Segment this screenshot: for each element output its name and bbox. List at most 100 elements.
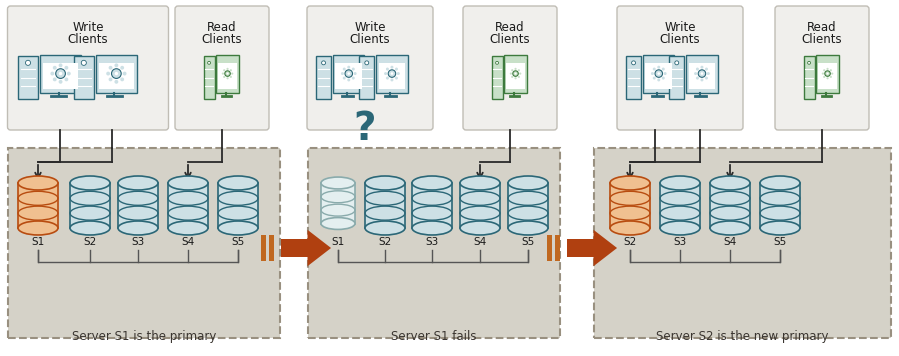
Circle shape <box>322 61 325 65</box>
Circle shape <box>512 69 513 71</box>
Circle shape <box>53 66 57 70</box>
Ellipse shape <box>118 221 158 235</box>
Circle shape <box>651 72 654 75</box>
Text: S3: S3 <box>673 237 687 247</box>
Circle shape <box>56 69 66 78</box>
Bar <box>460 183 500 228</box>
FancyBboxPatch shape <box>308 148 560 338</box>
Text: S2: S2 <box>378 237 392 247</box>
Text: Clients: Clients <box>67 33 108 46</box>
Text: Clients: Clients <box>490 33 530 46</box>
Circle shape <box>227 73 228 74</box>
Bar <box>508 183 548 228</box>
Text: S4: S4 <box>724 237 736 247</box>
Circle shape <box>699 70 706 77</box>
Circle shape <box>386 68 389 70</box>
Circle shape <box>222 73 224 75</box>
Bar <box>99 63 134 89</box>
Circle shape <box>343 68 346 70</box>
Circle shape <box>705 77 708 80</box>
Circle shape <box>675 61 679 65</box>
Ellipse shape <box>412 176 452 190</box>
Ellipse shape <box>70 176 110 190</box>
Circle shape <box>65 66 68 70</box>
Bar <box>269 235 274 261</box>
FancyBboxPatch shape <box>686 54 717 93</box>
Text: S3: S3 <box>425 237 439 247</box>
Circle shape <box>518 76 520 78</box>
Circle shape <box>227 77 228 79</box>
Circle shape <box>58 72 62 75</box>
Circle shape <box>824 71 831 76</box>
Circle shape <box>826 73 829 74</box>
Ellipse shape <box>365 176 405 190</box>
FancyBboxPatch shape <box>626 56 641 99</box>
FancyBboxPatch shape <box>816 54 839 93</box>
Circle shape <box>662 68 664 70</box>
Circle shape <box>230 76 232 78</box>
Circle shape <box>657 78 660 82</box>
Bar <box>567 239 593 257</box>
Ellipse shape <box>610 176 650 190</box>
Circle shape <box>230 69 232 71</box>
Circle shape <box>390 78 394 82</box>
Text: Read: Read <box>807 21 837 34</box>
Circle shape <box>632 61 636 65</box>
Circle shape <box>823 69 825 71</box>
Bar <box>710 183 750 228</box>
Ellipse shape <box>321 177 355 189</box>
Ellipse shape <box>321 218 355 230</box>
FancyBboxPatch shape <box>492 56 503 99</box>
Circle shape <box>347 78 351 82</box>
Circle shape <box>353 72 357 75</box>
Circle shape <box>122 72 127 75</box>
Ellipse shape <box>710 176 750 190</box>
Text: Read: Read <box>495 21 525 34</box>
FancyBboxPatch shape <box>40 54 81 93</box>
Text: Server S1 fails: Server S1 fails <box>391 330 476 343</box>
Circle shape <box>826 77 829 79</box>
Polygon shape <box>307 230 331 266</box>
Circle shape <box>347 72 350 75</box>
Circle shape <box>109 78 112 81</box>
FancyBboxPatch shape <box>18 56 38 99</box>
FancyBboxPatch shape <box>96 54 137 93</box>
Bar <box>321 183 355 224</box>
Circle shape <box>109 66 112 70</box>
Circle shape <box>388 70 396 77</box>
Circle shape <box>58 63 63 67</box>
Bar <box>610 183 650 228</box>
Bar <box>118 183 158 228</box>
Text: Write: Write <box>72 21 103 34</box>
FancyBboxPatch shape <box>7 6 168 130</box>
Ellipse shape <box>168 221 208 235</box>
Circle shape <box>225 71 230 76</box>
Circle shape <box>58 80 63 84</box>
Circle shape <box>391 72 393 75</box>
Text: S2: S2 <box>84 237 96 247</box>
Ellipse shape <box>660 221 700 235</box>
FancyBboxPatch shape <box>334 54 364 93</box>
FancyBboxPatch shape <box>594 148 891 338</box>
Circle shape <box>514 77 517 79</box>
Bar <box>365 183 405 228</box>
Ellipse shape <box>760 221 800 235</box>
Circle shape <box>696 77 699 80</box>
Bar <box>261 235 266 261</box>
Bar <box>645 63 672 89</box>
FancyBboxPatch shape <box>8 148 280 338</box>
Text: S5: S5 <box>231 237 245 247</box>
Circle shape <box>831 73 833 75</box>
Circle shape <box>106 72 110 75</box>
Text: S2: S2 <box>623 237 636 247</box>
FancyBboxPatch shape <box>617 6 743 130</box>
Circle shape <box>662 77 664 80</box>
Circle shape <box>653 77 655 80</box>
Bar <box>555 235 560 261</box>
Circle shape <box>81 60 86 66</box>
Text: Clients: Clients <box>350 33 390 46</box>
Text: S5: S5 <box>521 237 535 247</box>
Text: Server S1 is the primary: Server S1 is the primary <box>72 330 216 343</box>
Ellipse shape <box>218 176 258 190</box>
Bar <box>218 183 258 228</box>
